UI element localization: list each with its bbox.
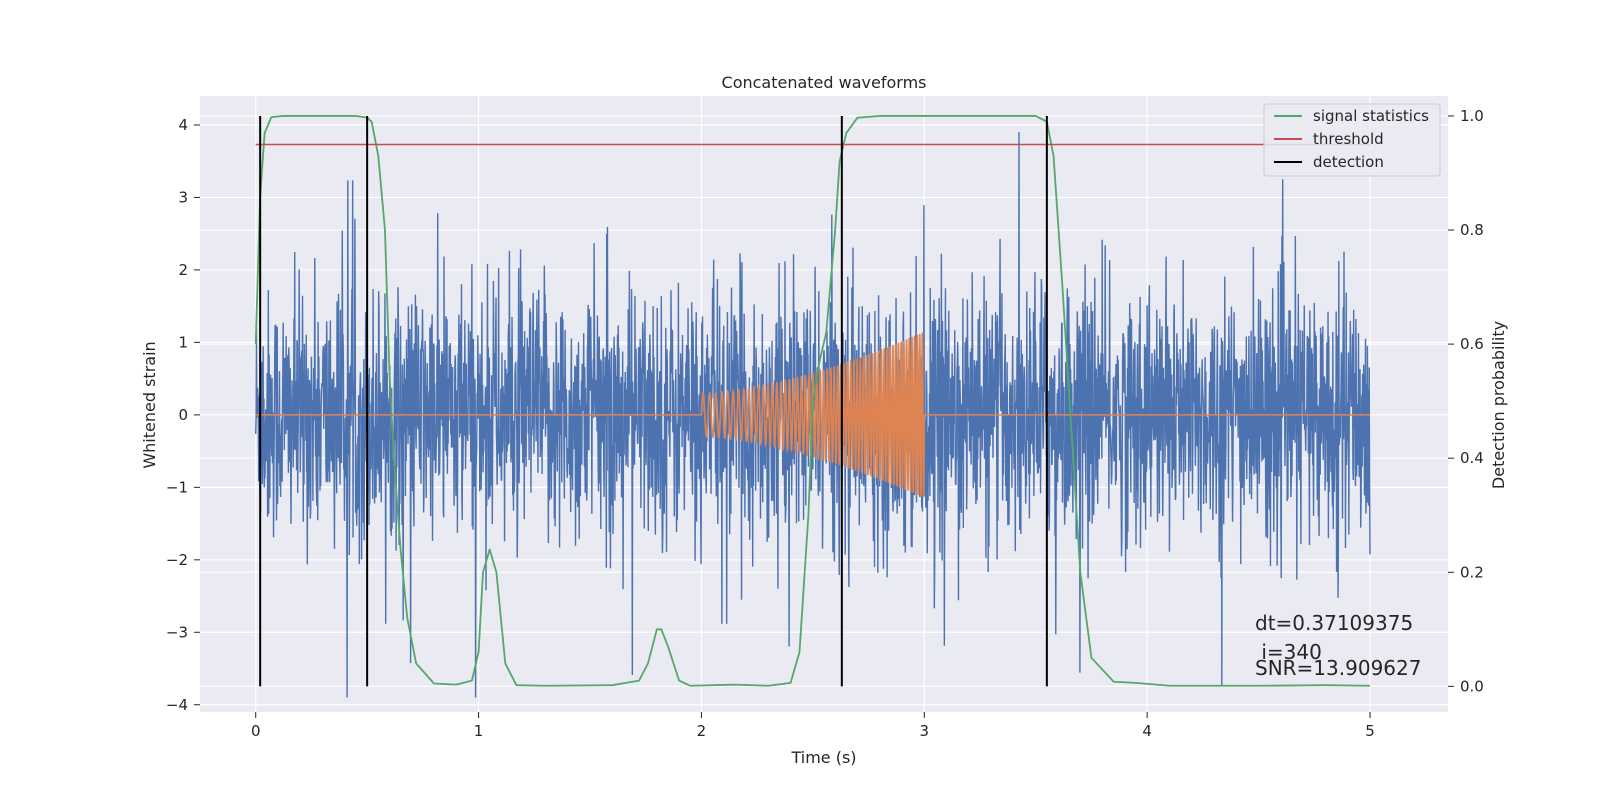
x-tick-label: 2 xyxy=(697,722,707,740)
legend: signal statistics threshold detection xyxy=(1263,103,1441,177)
y2-tick-label: 0.8 xyxy=(1460,221,1484,239)
y2-tick-label: 1.0 xyxy=(1460,107,1484,125)
y-tick-label: −4 xyxy=(166,696,188,714)
y-tick-label: −1 xyxy=(166,478,188,496)
legend-box xyxy=(1263,103,1441,177)
y-tick-label: −2 xyxy=(166,551,188,569)
strain-noise-series xyxy=(255,132,1371,698)
legend-label-threshold: threshold xyxy=(1313,130,1384,148)
axes: 0 1 2 3 4 5 −4 −3 −2 −1 0 1 2 3 4 0.0 0.2 0.4 0.6 0.8 1.0 xyxy=(166,107,1484,740)
x-tick-label: 5 xyxy=(1365,722,1375,740)
x-tick-label: 4 xyxy=(1142,722,1152,740)
x-axis-label: Time (s) xyxy=(790,748,856,767)
y2-tick-label: 0.0 xyxy=(1460,677,1484,695)
annotation-dt: dt=0.37109375 xyxy=(1255,611,1413,635)
legend-label-detection: detection xyxy=(1313,153,1384,171)
x-tick-label: 0 xyxy=(251,722,261,740)
chart-title: Concatenated waveforms xyxy=(722,73,927,92)
data-layer xyxy=(254,115,1371,698)
y-tick-label: 2 xyxy=(178,261,188,279)
y-tick-label: 4 xyxy=(178,116,188,134)
y2-tick-label: 0.4 xyxy=(1460,449,1484,467)
injected-chirp-series xyxy=(255,332,1370,498)
annotation-snr: SNR=13.909627 xyxy=(1255,656,1421,680)
x-tick-label: 1 xyxy=(474,722,484,740)
y-tick-label: 1 xyxy=(178,333,188,351)
y-tick-label: 0 xyxy=(178,406,188,424)
y2-tick-label: 0.6 xyxy=(1460,335,1484,353)
annotation-index: i=340 xyxy=(1255,640,1322,664)
y2-axis-label: Detection probability xyxy=(1489,321,1508,489)
y-tick-label: −3 xyxy=(166,623,188,641)
y2-tick-label: 0.2 xyxy=(1460,563,1484,581)
y-axis-label: Whitened strain xyxy=(140,341,159,468)
legend-label-signal-statistics: signal statistics xyxy=(1313,107,1429,125)
y-tick-label: 3 xyxy=(178,188,188,206)
x-tick-label: 3 xyxy=(920,722,930,740)
